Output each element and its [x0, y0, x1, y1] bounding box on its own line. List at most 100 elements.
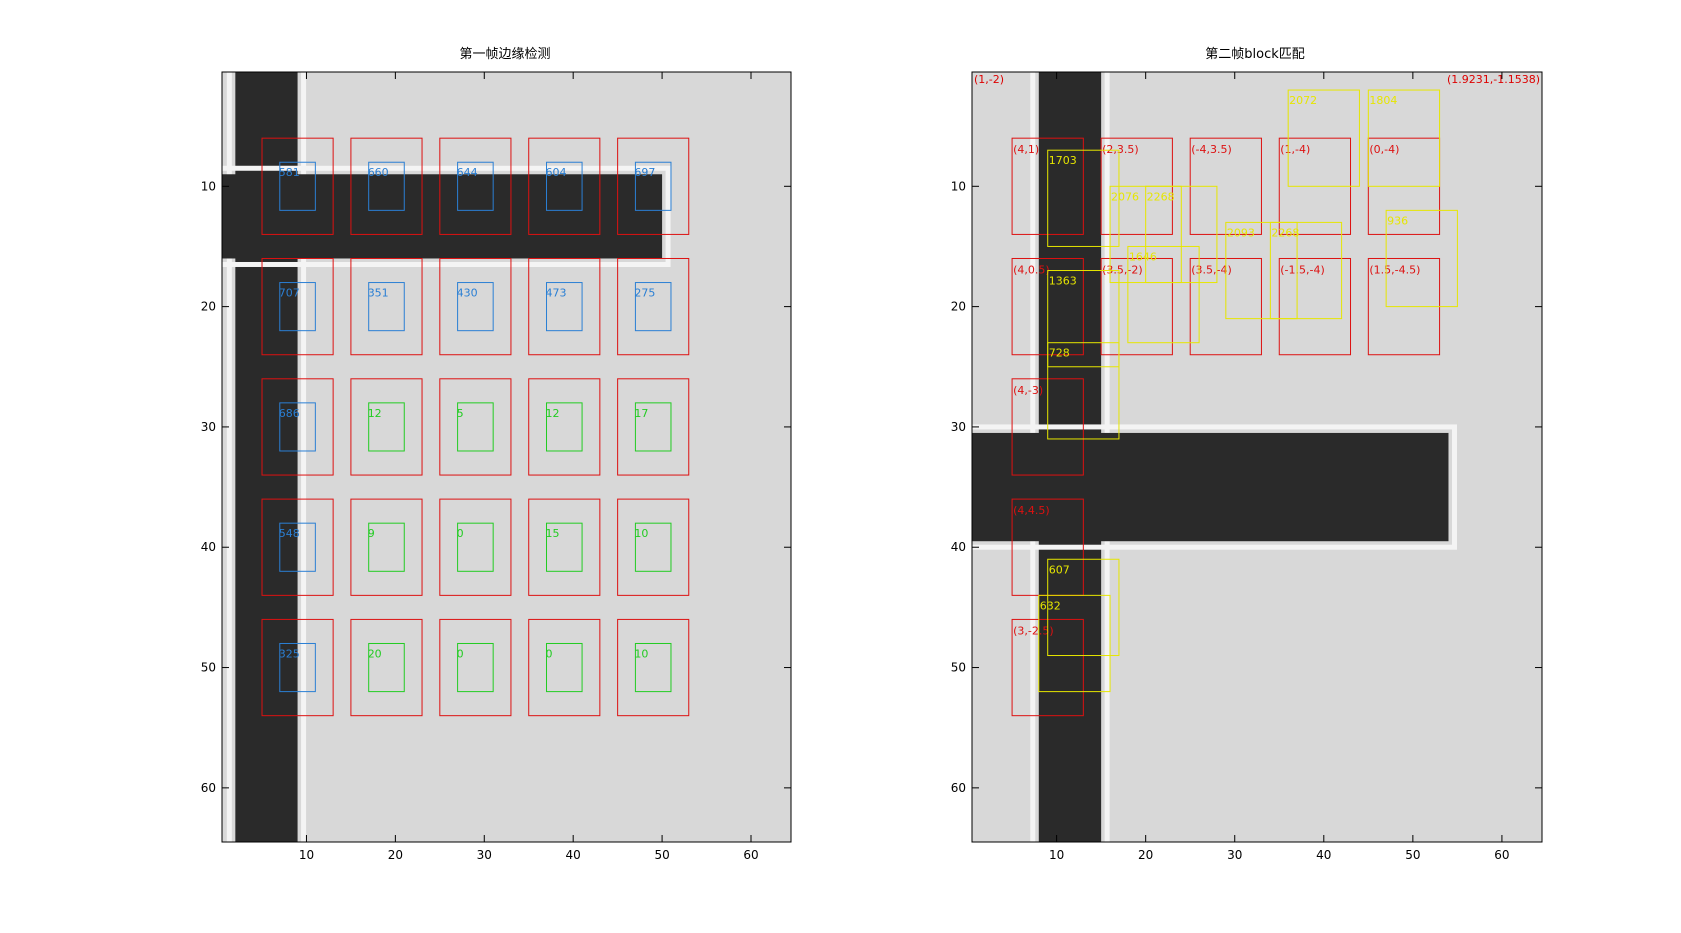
edge-score-label: 581	[279, 166, 300, 179]
inner-block	[634, 402, 672, 452]
inner-block	[457, 642, 494, 693]
edge-score-label: 473	[546, 287, 567, 300]
inner-block	[279, 161, 316, 211]
x-tick-label: 10	[1049, 848, 1064, 862]
match-cost-label: 2268	[1147, 190, 1175, 203]
motion-vector-label: (3.5,-4)	[1191, 263, 1232, 276]
y-tick-label: 10	[951, 179, 966, 193]
inner-block	[457, 402, 494, 452]
edge-halo	[222, 165, 671, 267]
motion-vector-label: (2,3.5)	[1102, 143, 1139, 156]
x-tick-label: 50	[654, 848, 669, 862]
edge-score-label: 15	[546, 527, 560, 540]
panel-title: 第一帧边缘检测	[459, 47, 550, 62]
red-block	[528, 257, 601, 356]
x-tick-label: 30	[1227, 848, 1242, 862]
grayscale-image	[972, 72, 1542, 842]
edge-score-label: 351	[368, 287, 389, 300]
match-cost-label: 936	[1387, 214, 1408, 227]
edge-score-label: 0	[457, 647, 464, 660]
red-block	[617, 257, 690, 356]
y-tick-label: 60	[951, 781, 966, 795]
inner-block	[546, 402, 583, 452]
global-motion-label: (1.9231,-1.1538)	[1447, 73, 1540, 86]
edge-score-label: 12	[368, 407, 382, 420]
x-tick-label: 50	[1405, 848, 1420, 862]
motion-vector-label: (3.5,-2)	[1102, 263, 1143, 276]
red-block	[350, 257, 423, 356]
inner-block	[279, 522, 316, 572]
y-tick-label: 40	[201, 540, 216, 554]
match-box	[1367, 89, 1441, 187]
match-box	[1269, 221, 1343, 320]
edge-score-label: 325	[279, 647, 300, 660]
match-cost-label: 1646	[1129, 250, 1157, 263]
global-motion-label: (1,-2)	[974, 73, 1004, 86]
match-box	[1145, 185, 1218, 284]
edge-score-label: 707	[279, 287, 300, 300]
edge-score-label: 0	[546, 647, 553, 660]
edge-score-label: 0	[457, 527, 464, 540]
match-cost-label: 607	[1049, 563, 1070, 576]
edge-score-label: 12	[546, 407, 560, 420]
red-block	[350, 618, 423, 717]
edge-score-label: 9	[368, 527, 375, 540]
x-tick-label: 60	[743, 848, 758, 862]
y-tick-label: 60	[201, 781, 216, 795]
panel-title: 第二帧block匹配	[1205, 47, 1305, 62]
panel-edge-detection: 第一帧边缘检测 581 660 644 604 697 707 351 430 473 275 68…	[201, 47, 792, 862]
x-tick-label: 60	[1494, 848, 1509, 862]
edge-score-label: 20	[368, 647, 382, 660]
red-block	[439, 378, 512, 476]
motion-vector-label: (-4,3.5)	[1191, 143, 1232, 156]
edge-score-label: 10	[634, 647, 648, 660]
inner-block	[546, 642, 583, 693]
edge-score-label: 686	[279, 407, 300, 420]
edge-score-label: 548	[279, 527, 300, 540]
inner-block	[546, 522, 583, 572]
match-box	[1127, 245, 1200, 344]
panel-block-matching: 第二帧block匹配 (4,1) (2,3.5) (-4,3.5) (1,-4) (0,…	[951, 47, 1543, 862]
x-tick-label: 20	[388, 848, 403, 862]
inner-block	[279, 642, 316, 693]
match-cost-label: 2093	[1227, 226, 1255, 239]
red-block	[528, 498, 601, 596]
edge-score-label: 697	[634, 166, 655, 179]
edge-score-label: 660	[368, 166, 389, 179]
motion-vector-label: (3,-2.5)	[1013, 624, 1054, 637]
inner-block	[457, 282, 494, 332]
motion-vector-label: (1.5,-4.5)	[1369, 263, 1420, 276]
inner-block	[368, 402, 405, 452]
edge-score-label: 10	[634, 527, 648, 540]
match-cost-label: 2268	[1271, 226, 1299, 239]
red-block	[528, 378, 601, 476]
inner-block	[368, 642, 405, 693]
match-box	[1047, 558, 1120, 657]
edge-score-label: 644	[457, 166, 478, 179]
edge-score-label: 430	[457, 287, 478, 300]
match-cost-label: 728	[1049, 347, 1070, 360]
block-matches: (4,1) (2,3.5) (-4,3.5) (1,-4) (0,-4) (4,0.5) (…	[974, 73, 1540, 717]
dark-stroke	[222, 174, 663, 259]
x-tick-label: 40	[566, 848, 581, 862]
grayscale-image	[222, 72, 791, 842]
edge-score-label: 5	[457, 407, 464, 420]
edge-halo	[226, 72, 307, 842]
match-cost-label: 632	[1040, 599, 1061, 612]
red-block	[528, 618, 601, 717]
edge-score-label: 275	[634, 287, 655, 300]
red-block	[617, 498, 690, 596]
motion-vector-label: (4,1)	[1013, 143, 1039, 156]
motion-vector-label: (4,4.5)	[1013, 504, 1050, 517]
match-box	[1385, 209, 1458, 308]
red-block	[439, 498, 512, 596]
match-box	[1225, 221, 1298, 320]
inner-block	[634, 522, 672, 572]
inner-block	[368, 522, 405, 572]
red-block	[350, 378, 423, 476]
match-box	[1047, 149, 1120, 247]
match-cost-label: 2076	[1111, 190, 1139, 203]
match-cost-label: 1363	[1049, 275, 1077, 288]
y-tick-label: 20	[201, 300, 216, 314]
